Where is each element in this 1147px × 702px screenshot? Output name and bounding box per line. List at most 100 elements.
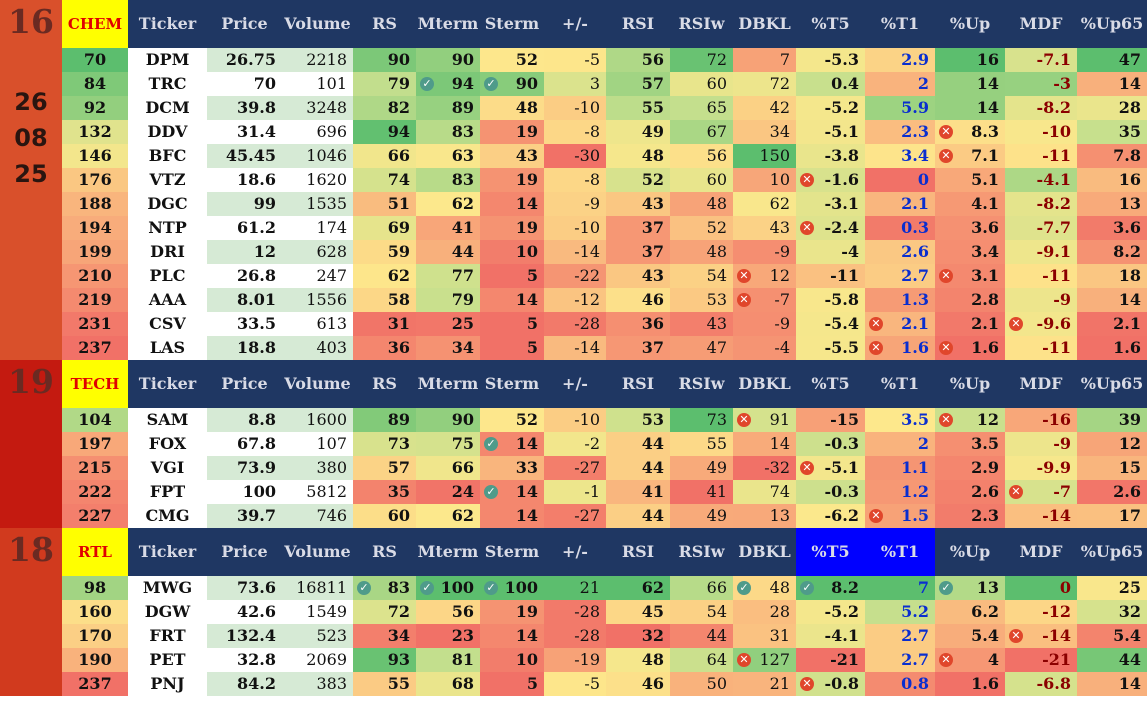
cell-mterm: 79 bbox=[416, 288, 480, 312]
column-header--t5[interactable]: %T5 bbox=[796, 528, 865, 576]
column-header-sterm[interactable]: Sterm bbox=[484, 14, 540, 33]
cell-ticker[interactable]: AAA bbox=[128, 288, 207, 312]
cell-rsi: 57 bbox=[606, 72, 670, 96]
column-header-mdf[interactable]: MDF bbox=[1019, 542, 1063, 561]
cell-ticker[interactable]: DGC bbox=[128, 192, 207, 216]
cell-ticker[interactable]: VGI bbox=[128, 456, 207, 480]
cell-mterm: 63 bbox=[416, 144, 480, 168]
column-header--[interactable]: +/- bbox=[562, 374, 588, 393]
column-header--t1[interactable]: %T1 bbox=[880, 14, 920, 33]
cell-ticker[interactable]: VTZ bbox=[128, 168, 207, 192]
cell-pm: -10 bbox=[544, 216, 606, 240]
cell-up65: 47 bbox=[1077, 48, 1147, 72]
cell-rank: 84 bbox=[62, 72, 128, 96]
cell-ticker[interactable]: PET bbox=[128, 648, 207, 672]
cell-ticker[interactable]: PLC bbox=[128, 264, 207, 288]
cell-rsi: 48 bbox=[606, 144, 670, 168]
cell-ticker[interactable]: TRC bbox=[128, 72, 207, 96]
column-header-sterm[interactable]: Sterm bbox=[484, 374, 540, 393]
column-header--t5[interactable]: %T5 bbox=[811, 14, 850, 33]
cell-ticker[interactable]: MWG bbox=[128, 576, 207, 600]
column-header--up[interactable]: %Up bbox=[949, 374, 991, 393]
cell-t5: -11 bbox=[796, 264, 865, 288]
column-header-dbkl[interactable]: DBKL bbox=[738, 374, 791, 393]
column-header-rsi[interactable]: RSI bbox=[621, 374, 655, 393]
cell-volume: 174 bbox=[282, 216, 353, 240]
cell-ticker[interactable]: CSV bbox=[128, 312, 207, 336]
column-header-volume[interactable]: Volume bbox=[284, 14, 351, 33]
column-header-mdf[interactable]: MDF bbox=[1019, 374, 1063, 393]
cell-up: 4.1 bbox=[935, 192, 1005, 216]
column-header-ticker[interactable]: Ticker bbox=[138, 14, 197, 33]
cell-mdf: -9.6 bbox=[1005, 312, 1077, 336]
column-header-rsiw[interactable]: RSIw bbox=[678, 374, 725, 393]
column-header-price[interactable]: Price bbox=[221, 542, 268, 561]
cell-ticker[interactable]: FOX bbox=[128, 432, 207, 456]
cell-ticker[interactable]: DPM bbox=[128, 48, 207, 72]
cell-mterm: 23 bbox=[416, 624, 480, 648]
column-header--[interactable]: +/- bbox=[562, 14, 588, 33]
cell-ticker[interactable]: CMG bbox=[128, 504, 207, 528]
cell-dbkl: 43 bbox=[733, 216, 796, 240]
cell-ticker[interactable]: PNJ bbox=[128, 672, 207, 696]
cell-rsiw: 48 bbox=[670, 192, 733, 216]
column-header--[interactable]: +/- bbox=[562, 542, 588, 561]
column-header--up65[interactable]: %Up65 bbox=[1080, 374, 1144, 393]
column-header-ticker[interactable]: Ticker bbox=[138, 542, 197, 561]
cell-ticker[interactable]: SAM bbox=[128, 408, 207, 432]
cell-rsi: 53 bbox=[606, 408, 670, 432]
column-header-rs[interactable]: RS bbox=[372, 374, 397, 393]
column-header-mdf[interactable]: MDF bbox=[1019, 14, 1063, 33]
cell-pm: -8 bbox=[544, 120, 606, 144]
cell-ticker[interactable]: BFC bbox=[128, 144, 207, 168]
column-header-rsi[interactable]: RSI bbox=[621, 542, 655, 561]
cell-rank: 237 bbox=[62, 672, 128, 696]
cell-pm: -28 bbox=[544, 312, 606, 336]
cell-t5: -6.2 bbox=[796, 504, 865, 528]
column-header-rs[interactable]: RS bbox=[372, 542, 397, 561]
cell-rs: 35 bbox=[353, 480, 416, 504]
column-header-volume[interactable]: Volume bbox=[284, 374, 351, 393]
column-header--up[interactable]: %Up bbox=[949, 14, 991, 33]
cell-ticker[interactable]: LAS bbox=[128, 336, 207, 360]
column-header--up65[interactable]: %Up65 bbox=[1080, 542, 1144, 561]
cell-rsi: 44 bbox=[606, 456, 670, 480]
cell-up65: 25 bbox=[1077, 576, 1147, 600]
column-header-mterm[interactable]: Mterm bbox=[417, 374, 479, 393]
cross-icon: ✕ bbox=[869, 317, 883, 331]
column-header--t1[interactable]: %T1 bbox=[880, 374, 920, 393]
column-header--t1[interactable]: %T1 bbox=[865, 528, 935, 576]
column-header-mterm[interactable]: Mterm bbox=[417, 542, 479, 561]
column-header--up65[interactable]: %Up65 bbox=[1080, 14, 1144, 33]
cell-rs: 55 bbox=[353, 672, 416, 696]
column-header-dbkl[interactable]: DBKL bbox=[738, 14, 791, 33]
cell-volume: 16811 bbox=[282, 576, 353, 600]
cell-rank: 98 bbox=[62, 576, 128, 600]
column-header-dbkl[interactable]: DBKL bbox=[738, 542, 791, 561]
column-header-rsi[interactable]: RSI bbox=[621, 14, 655, 33]
cell-ticker[interactable]: NTP bbox=[128, 216, 207, 240]
cell-ticker[interactable]: FRT bbox=[128, 624, 207, 648]
column-header--t5[interactable]: %T5 bbox=[811, 374, 850, 393]
column-header-rs[interactable]: RS bbox=[372, 14, 397, 33]
cell-ticker[interactable]: DGW bbox=[128, 600, 207, 624]
cross-icon: ✕ bbox=[939, 341, 953, 355]
column-header-ticker[interactable]: Ticker bbox=[138, 374, 197, 393]
cell-rs: 58 bbox=[353, 288, 416, 312]
cell-ticker[interactable]: DRI bbox=[128, 240, 207, 264]
column-header--up[interactable]: %Up bbox=[949, 542, 991, 561]
column-header-sterm[interactable]: Sterm bbox=[484, 542, 540, 561]
cell-rank: 219 bbox=[62, 288, 128, 312]
column-header-price[interactable]: Price bbox=[221, 374, 268, 393]
cell-t1: 5.9 bbox=[865, 96, 935, 120]
cell-ticker[interactable]: DCM bbox=[128, 96, 207, 120]
column-header-rsiw[interactable]: RSIw bbox=[678, 14, 725, 33]
cell-rank: 104 bbox=[62, 408, 128, 432]
column-header-rsiw[interactable]: RSIw bbox=[678, 542, 725, 561]
column-header-volume[interactable]: Volume bbox=[284, 542, 351, 561]
cell-ticker[interactable]: DDV bbox=[128, 120, 207, 144]
column-header-price[interactable]: Price bbox=[221, 14, 268, 33]
cell-ticker[interactable]: FPT bbox=[128, 480, 207, 504]
cell-rsi: 43 bbox=[606, 264, 670, 288]
column-header-mterm[interactable]: Mterm bbox=[417, 14, 479, 33]
